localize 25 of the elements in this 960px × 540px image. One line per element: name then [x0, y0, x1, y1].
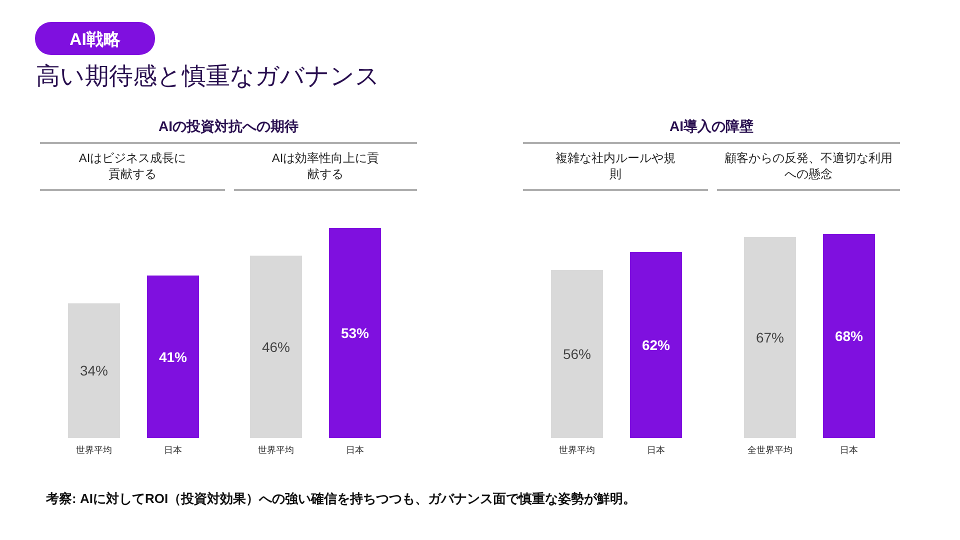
chart-subtitle: 複雑な社内ルールや規則 — [556, 151, 676, 181]
chart-title: AI導入の障壁 — [670, 118, 754, 134]
chart-subtitle: AIはビジネス成長に貢献する — [78, 151, 186, 181]
data-label: 34% — [80, 362, 108, 379]
chart-subtitle: 顧客からの反発、不適切な利用への懸念 — [724, 151, 892, 181]
data-label: 67% — [756, 330, 784, 346]
text: 高い期待感と慎重なガバナンス — [36, 62, 380, 90]
data-label: 46% — [262, 338, 290, 355]
data-label: 41% — [158, 348, 188, 365]
chart-subtitle: AIは効率性向上に貢献する — [272, 151, 380, 181]
text: AI戦略 — [70, 30, 122, 49]
x-tick-label: 日本 — [346, 445, 364, 455]
text: 考察: AIに対してROI（投資対効果）への強い確信を持ちつつも、ガバナンス面で慎重な姿勢が鮮明。 — [45, 491, 636, 506]
data-label: 56% — [562, 346, 592, 362]
x-tick-label: 世界平均 — [76, 445, 112, 455]
data-label: 68% — [834, 328, 864, 344]
data-label: 62% — [642, 337, 671, 353]
chart-title: AIの投資対抗への期待 — [158, 118, 298, 134]
x-tick-label: 世界平均 — [559, 445, 595, 455]
x-tick-label: 世界平均 — [258, 445, 294, 455]
data-label: 53% — [340, 325, 370, 341]
x-tick-label: 日本 — [647, 445, 665, 455]
x-tick-label: 全世界平均 — [748, 445, 792, 455]
x-tick-label: 日本 — [164, 445, 182, 455]
x-tick-label: 日本 — [840, 445, 858, 455]
